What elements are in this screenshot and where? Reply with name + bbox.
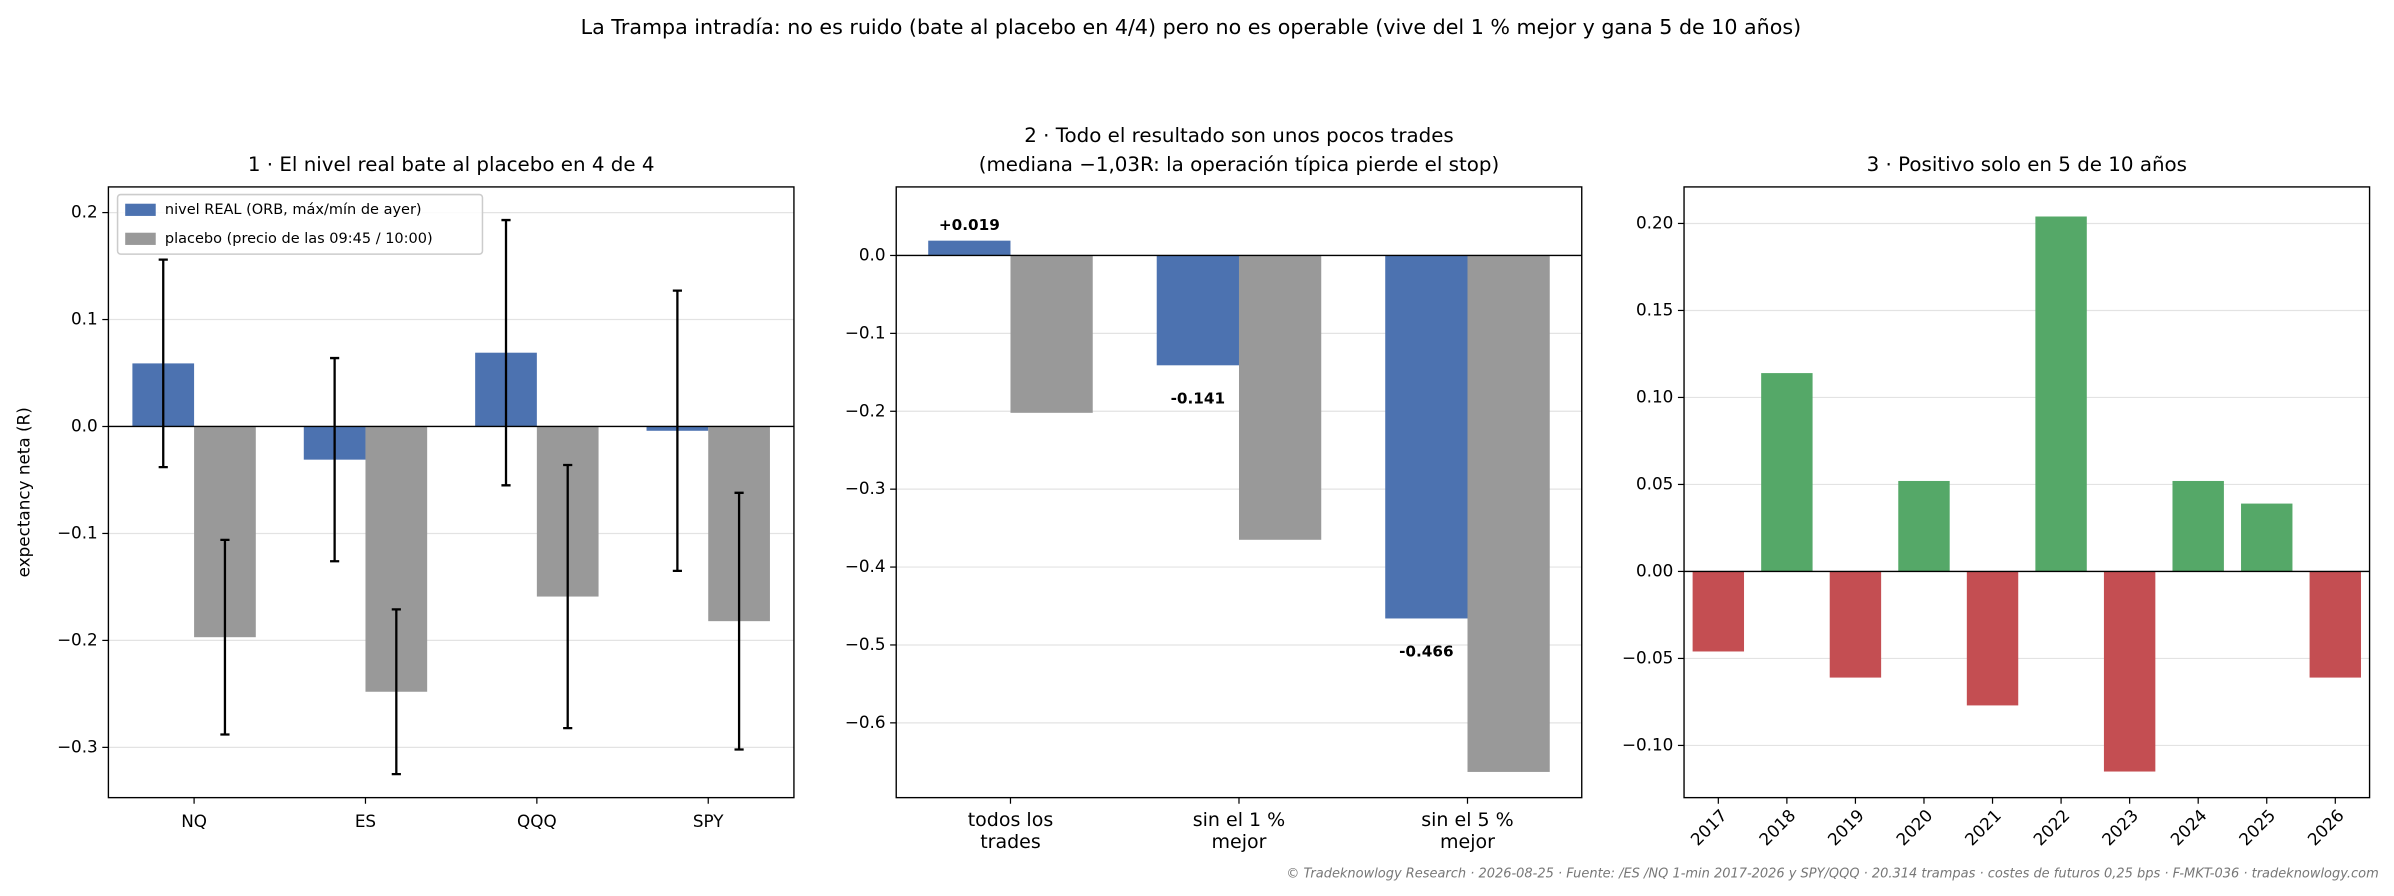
bar <box>2172 480 2224 572</box>
bar <box>1761 373 1813 572</box>
y-tick-label: −0.4 <box>845 556 886 576</box>
chart-subtitle: (mediana −1,03R: la operación típica pie… <box>979 153 1500 176</box>
y-tick-label: −0.2 <box>845 400 886 420</box>
y-tick-label: −0.3 <box>57 736 98 756</box>
error-bar <box>220 538 230 736</box>
x-tick-label: SPY <box>693 811 724 831</box>
x-tick-label: 2023 <box>2098 805 2142 849</box>
bar <box>1829 571 1882 678</box>
bar <box>1898 480 1950 572</box>
legend-box <box>116 193 484 255</box>
bar <box>2103 571 2156 772</box>
legend-swatch <box>125 203 156 216</box>
figure-title: La Trampa intradía: no es ruido (bate al… <box>581 15 1802 39</box>
x-tick-label: NQ <box>181 811 207 831</box>
chart-title: 3 · Positivo solo en 5 de 10 años <box>1867 153 2187 176</box>
x-tick-label: 2018 <box>1755 805 1799 849</box>
error-bar <box>672 289 682 573</box>
bar <box>1238 255 1322 540</box>
bar <box>2241 503 2293 572</box>
x-tick-label: 2020 <box>1892 805 1936 849</box>
y-tick-label: −0.5 <box>845 634 886 654</box>
value-label: -0.466 <box>1399 643 1454 661</box>
y-tick-label: −0.1 <box>57 522 98 542</box>
x-tick-label: 2017 <box>1686 805 1730 849</box>
y-tick-label: −0.3 <box>845 478 886 498</box>
bar <box>1966 571 2019 706</box>
error-bar <box>330 356 340 563</box>
x-tick-label: 2022 <box>2029 805 2073 849</box>
bar <box>1467 255 1550 772</box>
y-tick-label: 0.0 <box>859 244 886 264</box>
error-bar <box>734 491 744 751</box>
value-label: -0.141 <box>1171 389 1226 407</box>
y-tick-label: −0.6 <box>845 712 886 732</box>
y-tick-label: 0.05 <box>1636 473 1673 493</box>
plot-frame <box>895 186 1583 799</box>
legend-label: placebo (precio de las 09:45 / 10:00) <box>165 231 433 247</box>
legend-label: nivel REAL (ORB, máx/mín de ayer) <box>165 202 422 218</box>
chart-title: 2 · Todo el resultado son unos pocos tra… <box>1024 124 1454 147</box>
footer: © Tradeknowlogy Research · 2026-08-25 · … <box>1286 866 2378 881</box>
error-bar <box>501 218 511 487</box>
x-tick-label: 2019 <box>1824 805 1868 849</box>
x-tick-label: sin el 1 % mejor <box>1192 809 1286 854</box>
x-tick-label: 2024 <box>2166 805 2210 849</box>
x-tick-label: todos los trades <box>967 809 1054 854</box>
legend-swatch <box>125 232 156 245</box>
bar <box>1156 255 1239 366</box>
error-bar <box>158 258 168 469</box>
bar <box>2035 216 2087 572</box>
y-axis-label: expectancy neta (R) <box>13 407 33 577</box>
y-tick-label: 0.00 <box>1636 560 1673 580</box>
y-tick-label: −0.1 <box>845 322 886 342</box>
x-tick-label: 2021 <box>1961 805 2005 849</box>
y-tick-label: 0.15 <box>1636 299 1673 319</box>
y-tick-label: −0.10 <box>1622 734 1673 754</box>
error-bar <box>563 463 573 730</box>
bar <box>2309 571 2362 678</box>
x-tick-label: 2025 <box>2235 805 2279 849</box>
y-tick-label: 0.2 <box>71 202 98 222</box>
chart-title: 1 · El nivel real bate al placebo en 4 d… <box>248 153 655 176</box>
y-tick-label: 0.0 <box>71 415 98 435</box>
bar <box>928 240 1011 256</box>
bar <box>1692 571 1745 652</box>
x-tick-label: QQQ <box>517 811 557 831</box>
y-tick-label: 0.10 <box>1636 386 1673 406</box>
value-label: +0.019 <box>939 216 1000 234</box>
y-tick-label: 0.1 <box>71 309 98 329</box>
plot-frame <box>1683 186 2371 799</box>
y-tick-label: −0.2 <box>57 629 98 649</box>
error-bar <box>391 608 401 776</box>
bar <box>1385 255 1468 619</box>
x-tick-label: 2026 <box>2303 805 2347 849</box>
plot-frame <box>107 186 795 799</box>
x-tick-label: ES <box>355 811 376 831</box>
y-tick-label: 0.20 <box>1636 212 1673 232</box>
y-tick-label: −0.05 <box>1622 647 1673 667</box>
x-tick-label: sin el 5 % mejor <box>1421 809 1514 854</box>
bar <box>1010 255 1093 413</box>
